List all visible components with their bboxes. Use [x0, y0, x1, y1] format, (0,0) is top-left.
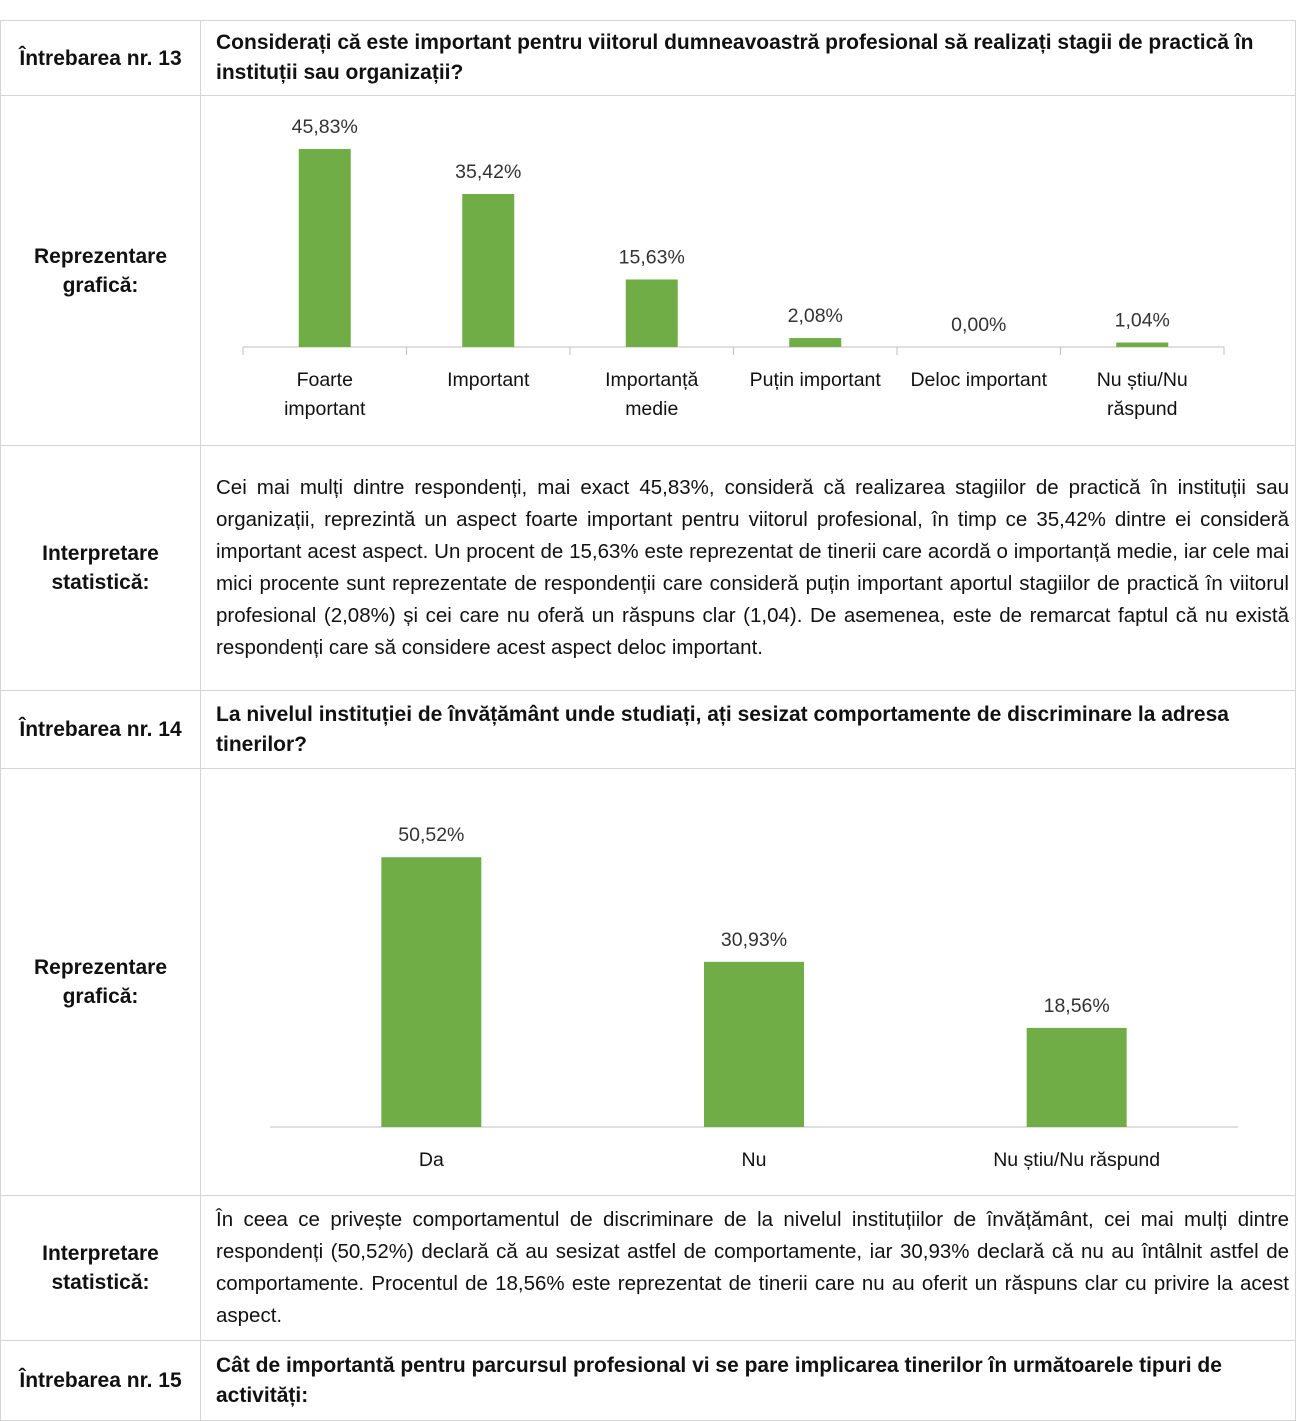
bar: [625, 279, 678, 347]
chart-cell: 50,52% 30,93% 18,56% Da Nu Nu știu/Nu răspund: [200, 768, 1296, 1196]
category-label: Important: [447, 369, 530, 391]
bar: [1116, 342, 1169, 347]
row-label: Reprezentare grafică:: [0, 95, 201, 446]
category-label: Da: [418, 1149, 444, 1171]
value-label: 18,56%: [1044, 995, 1110, 1017]
value-label: 0,00%: [951, 314, 1006, 336]
value-label: 2,08%: [788, 305, 843, 327]
category-label: Nu: [741, 1149, 767, 1171]
bar: [789, 338, 842, 347]
row: Interpretare statistică: În ceea ce prive…: [0, 1195, 1296, 1341]
category-label: Deloc important: [910, 369, 1048, 391]
chart-svg: 45,83% 35,42% 15,63% 2,08% 0,00% 1,04%: [242, 116, 1225, 355]
row: Întrebarea nr. 15 Cât de importantă pentr…: [0, 1340, 1296, 1421]
bar: [1026, 1027, 1127, 1127]
value-label: 35,42%: [455, 161, 521, 183]
bar: [704, 961, 804, 1127]
value-label: 15,63%: [619, 246, 685, 268]
row: Interpretare statistică: Cei mai mulți di…: [0, 445, 1296, 691]
question: La nivelul instituției de învățământ und…: [200, 690, 1296, 769]
row: Reprezentare grafică: 50,52% 30,93% 18,56% D…: [0, 768, 1296, 1196]
row: Întrebarea nr. 13 Considerați că este imp…: [0, 20, 1296, 96]
category-label: Nu știu/Nu răspund: [993, 1149, 1161, 1171]
value-label: 1,04%: [1115, 310, 1170, 332]
row-label: Interpretare statistică:: [0, 445, 201, 691]
bar: [462, 193, 515, 347]
question: Considerați că este important pentru vii…: [200, 20, 1296, 96]
value-label: 45,83%: [292, 116, 358, 138]
category-label: Puțin important: [749, 369, 881, 391]
value-label: 50,52%: [398, 824, 464, 846]
chart-cell: 45,83% 35,42% 15,63% 2,08% 0,00% 1,04% Foarte …: [200, 95, 1296, 446]
category-label: Importanță medie: [605, 369, 699, 420]
row-label: Reprezentare grafică:: [0, 768, 201, 1196]
value-label: 30,93%: [721, 929, 787, 951]
question: Cât de importantă pentru parcursul profe…: [200, 1340, 1296, 1421]
survey-table: Întrebarea nr. 13 Considerați că este imp…: [0, 20, 1296, 1421]
row-label: Întrebarea nr. 13: [0, 20, 201, 96]
row: Reprezentare grafică: 45,83% 35,42% 15,63% 2…: [0, 95, 1296, 446]
interpretation: În ceea ce privește comportamentul de di…: [200, 1195, 1296, 1341]
bar: [381, 857, 482, 1127]
bar: [298, 149, 351, 347]
chart: 45,83% 35,42% 15,63% 2,08% 0,00% 1,04% Foarte …: [201, 96, 1296, 445]
row-label: Întrebarea nr. 15: [0, 1340, 201, 1421]
row: Întrebarea nr. 14 La nivelul instituției …: [0, 690, 1296, 769]
chart-svg: 50,52% 30,93% 18,56%: [270, 824, 1238, 1128]
interpretation: Cei mai mulți dintre respondenți, mai ex…: [200, 445, 1296, 691]
category-label: Foarte important: [284, 369, 366, 420]
row-label: Interpretare statistică:: [0, 1195, 201, 1341]
row-label: Întrebarea nr. 14: [0, 690, 201, 769]
category-label: Nu știu/Nu răspund: [1096, 369, 1188, 420]
chart: 50,52% 30,93% 18,56% Da Nu Nu știu/Nu răspund: [201, 769, 1296, 1195]
